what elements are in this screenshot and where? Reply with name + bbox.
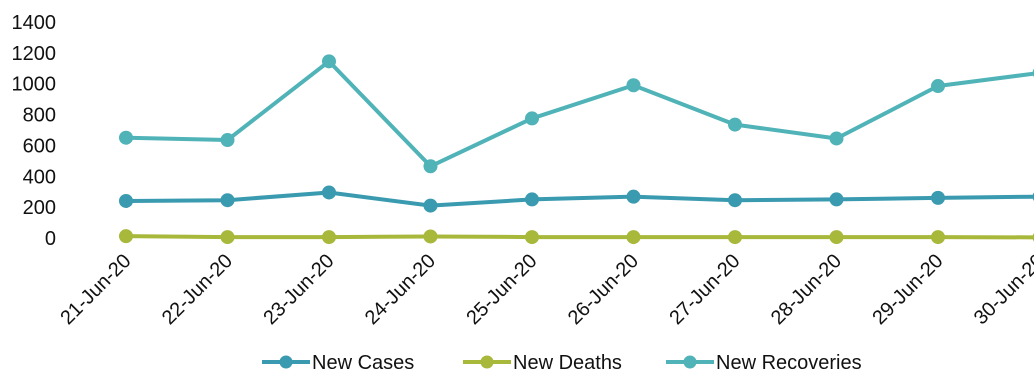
- y-tick-label: 800: [23, 105, 56, 127]
- x-tick-label: 25-Jun-20: [462, 250, 541, 329]
- data-point: [728, 117, 742, 132]
- y-axis: 0 200 400 600 800 1000 1200 1400: [12, 12, 57, 250]
- data-point: [728, 193, 742, 208]
- data-point: [931, 79, 945, 94]
- legend-label: New Cases: [312, 352, 414, 373]
- data-point: [423, 229, 438, 244]
- x-tick-label: 30-Jun-20: [970, 250, 1034, 329]
- x-tick-label: 26-Jun-20: [564, 250, 643, 329]
- x-tick-label: 24-Jun-20: [361, 250, 440, 329]
- data-point: [829, 131, 844, 146]
- legend: New Cases New Deaths New Recoveries: [262, 352, 862, 373]
- x-tick-label: 23-Jun-20: [259, 250, 338, 329]
- data-point: [322, 230, 336, 245]
- data-point: [119, 193, 133, 208]
- y-tick-label: 400: [23, 166, 56, 188]
- y-tick-label: 0: [45, 228, 56, 250]
- y-tick-label: 1200: [12, 43, 57, 65]
- data-point: [525, 192, 539, 207]
- data-point: [829, 192, 844, 207]
- data-point: [423, 198, 438, 213]
- series-group: [119, 229, 1034, 245]
- data-point: [829, 230, 844, 245]
- data-point: [626, 230, 641, 245]
- data-point: [322, 54, 336, 69]
- y-tick-label: 1000: [12, 74, 57, 96]
- legend-item: New Deaths: [463, 352, 622, 373]
- y-tick-label: 1400: [12, 12, 57, 34]
- data-point: [626, 189, 641, 204]
- series-group: [119, 185, 1034, 213]
- y-tick-label: 600: [23, 135, 56, 157]
- data-point: [423, 159, 438, 174]
- data-point: [931, 190, 945, 205]
- series-line: [124, 234, 1034, 240]
- data-point: [220, 193, 235, 208]
- x-tick-label: 28-Jun-20: [767, 250, 846, 329]
- data-point: [525, 111, 539, 126]
- series-line: [124, 190, 1034, 208]
- x-tick-label: 22-Jun-20: [158, 250, 237, 329]
- data-point: [626, 78, 641, 93]
- series-layer: [119, 54, 1034, 245]
- x-axis: 21-Jun-20 22-Jun-20 23-Jun-20 24-Jun-20 25-J…: [56, 250, 1034, 329]
- data-point: [220, 133, 235, 148]
- data-point: [119, 130, 133, 145]
- data-point: [931, 230, 945, 245]
- x-tick-label: 29-Jun-20: [868, 250, 947, 329]
- data-point: [322, 185, 336, 200]
- legend-swatch-marker: [480, 355, 494, 369]
- series-line: [124, 59, 1034, 169]
- data-point: [728, 230, 742, 245]
- legend-swatch-marker: [279, 355, 293, 369]
- data-point: [220, 230, 235, 245]
- data-point: [525, 230, 539, 245]
- x-tick-label: 21-Jun-20: [56, 250, 135, 329]
- series-group: [119, 54, 1034, 174]
- data-point: [119, 229, 133, 244]
- x-tick-label: 27-Jun-20: [665, 250, 744, 329]
- y-tick-label: 200: [23, 197, 56, 219]
- legend-label: New Deaths: [513, 352, 622, 373]
- legend-item: New Recoveries: [666, 352, 862, 373]
- legend-swatch-marker: [683, 355, 697, 369]
- legend-item: New Cases: [262, 352, 414, 373]
- legend-label: New Recoveries: [716, 352, 862, 373]
